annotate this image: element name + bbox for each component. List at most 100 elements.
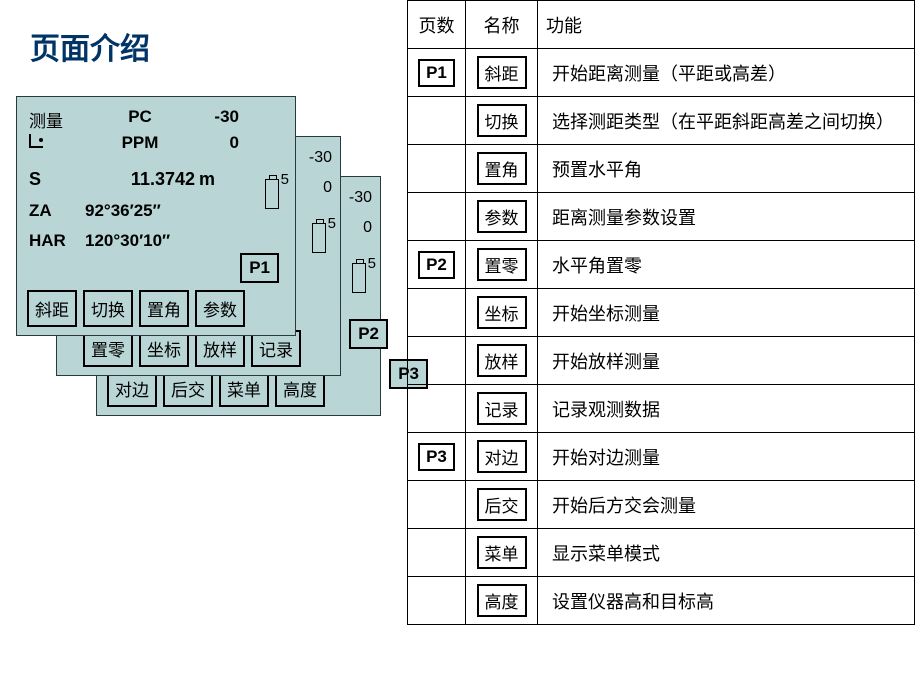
cell-name: 对边 (466, 433, 538, 481)
cell-desc: 选择测距类型（在平距斜距高差之间切换） (538, 97, 915, 145)
ppm-label: PPM (85, 133, 195, 153)
s-value: 11.3742 (85, 169, 195, 190)
cell-page: P1 (408, 49, 466, 97)
page-chip: P1 (418, 59, 455, 87)
readout-mid: 0 (349, 213, 372, 243)
table-row: 菜单显示菜单模式 (408, 529, 915, 577)
za-value: 92°36′25″ (85, 201, 225, 221)
table-row: 切换选择测距类型（在平距斜距高差之间切换） (408, 97, 915, 145)
table-row: P1 斜距开始距离测量（平距或高差） (408, 49, 915, 97)
name-chip: 坐标 (477, 296, 527, 329)
cell-name: 参数 (466, 193, 538, 241)
battery-icon: 5 (352, 259, 374, 299)
cell-page (408, 289, 466, 337)
name-chip: 参数 (477, 200, 527, 233)
battery-level: 5 (328, 215, 336, 232)
name-chip: 菜单 (477, 536, 527, 569)
har-label: HAR (29, 231, 85, 251)
table-row: 高度设置仪器高和目标高 (408, 577, 915, 625)
page-chip: P3 (418, 443, 455, 471)
row-s: S 11.3742 m (29, 169, 225, 190)
battery-icon: 5 (265, 175, 287, 215)
za-label: ZA (29, 201, 85, 221)
cell-desc: 开始对边测量 (538, 433, 915, 481)
page-title: 页面介绍 (30, 24, 150, 68)
screen-p1: 测量 PC -30 PPM 0 S 11.3742 m ZA 92°36′25″… (16, 96, 296, 336)
btn-canshu[interactable]: 参数 (195, 290, 245, 327)
battery-level: 5 (281, 171, 289, 188)
table-row: P3 对边开始对边测量 (408, 433, 915, 481)
btn-qiehuan[interactable]: 切换 (83, 290, 133, 327)
cell-name: 坐标 (466, 289, 538, 337)
cell-page (408, 481, 466, 529)
cell-desc: 距离测量参数设置 (538, 193, 915, 241)
btn-zhijiao[interactable]: 置角 (139, 290, 189, 327)
cell-name: 斜距 (466, 49, 538, 97)
pc-value: -30 (195, 107, 239, 132)
cell-page (408, 529, 466, 577)
table-row: 记录记录观测数据 (408, 385, 915, 433)
readout-mid: 0 (309, 173, 332, 203)
cell-page: P2 (408, 241, 466, 289)
row-ppm: PPM 0 (29, 133, 239, 153)
mode-label: 测量 (29, 107, 85, 132)
row-za: ZA 92°36′25″ (29, 201, 225, 221)
cell-name: 后交 (466, 481, 538, 529)
page-chip: P2 (418, 251, 455, 279)
table-row: 参数距离测量参数设置 (408, 193, 915, 241)
cell-page (408, 337, 466, 385)
table-row: 放样开始放样测量 (408, 337, 915, 385)
table-row: 后交开始后方交会测量 (408, 481, 915, 529)
table-header-row: 页数 名称 功能 (408, 1, 915, 49)
cell-name: 放样 (466, 337, 538, 385)
screen2-readout: -30 0 (309, 143, 332, 203)
button-row-p1: 斜距 切换 置角 参数 (27, 290, 245, 327)
cell-desc: 开始距离测量（平距或高差） (538, 49, 915, 97)
s-label: S (29, 169, 85, 190)
name-chip: 放样 (477, 344, 527, 377)
cell-desc: 预置水平角 (538, 145, 915, 193)
battery-icon: 5 (312, 219, 334, 259)
pc-label: PC (85, 107, 195, 132)
name-chip: 置零 (477, 248, 527, 281)
battery-level: 5 (368, 255, 376, 272)
readout-top: -30 (349, 183, 372, 213)
readout-top: -30 (309, 143, 332, 173)
name-chip: 记录 (477, 392, 527, 425)
cell-name: 置角 (466, 145, 538, 193)
har-value: 120°30′10″ (85, 231, 225, 251)
cell-page (408, 385, 466, 433)
cell-page (408, 193, 466, 241)
cell-name: 记录 (466, 385, 538, 433)
cell-desc: 水平角置零 (538, 241, 915, 289)
cell-desc: 开始放样测量 (538, 337, 915, 385)
row-har: HAR 120°30′10″ (29, 231, 225, 251)
th-name: 名称 (466, 1, 538, 49)
table-row: 置角预置水平角 (408, 145, 915, 193)
cell-page: P3 (408, 433, 466, 481)
cell-page (408, 577, 466, 625)
name-chip: 高度 (477, 584, 527, 617)
cell-desc: 开始坐标测量 (538, 289, 915, 337)
cell-name: 置零 (466, 241, 538, 289)
th-page: 页数 (408, 1, 466, 49)
cell-page (408, 145, 466, 193)
btn-xieju[interactable]: 斜距 (27, 290, 77, 327)
table-row: 坐标开始坐标测量 (408, 289, 915, 337)
name-chip: 后交 (477, 488, 527, 521)
page-indicator-p1: P1 (240, 253, 279, 283)
cell-name: 高度 (466, 577, 538, 625)
row-header: 测量 PC -30 (29, 107, 239, 132)
cell-desc: 开始后方交会测量 (538, 481, 915, 529)
ppm-value: 0 (195, 133, 239, 153)
page-indicator-p2: P2 (349, 319, 388, 349)
tilt-icon (29, 133, 85, 153)
screen3-readout: -30 0 (349, 183, 372, 243)
cell-desc: 显示菜单模式 (538, 529, 915, 577)
cell-page (408, 97, 466, 145)
th-func: 功能 (538, 1, 915, 49)
name-chip: 对边 (477, 440, 527, 473)
name-chip: 置角 (477, 152, 527, 185)
name-chip: 斜距 (477, 56, 527, 89)
s-unit: m (195, 169, 225, 190)
